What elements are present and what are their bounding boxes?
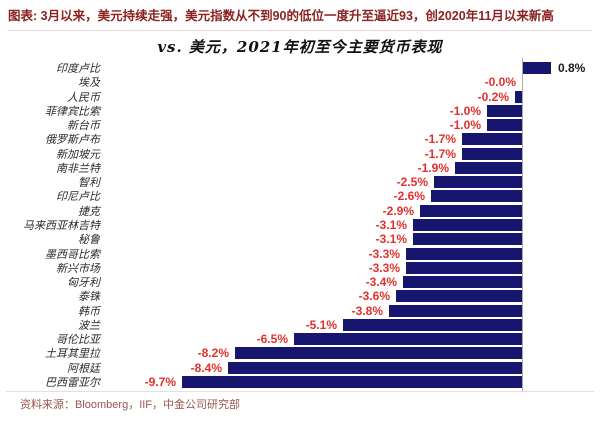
bar-row: 墨西哥比索 -3.3%: [0, 247, 600, 261]
value-label: -2.9%: [382, 203, 414, 218]
category-label: 匈牙利: [67, 276, 100, 290]
bar-row: 泰铢 -3.6%: [0, 289, 600, 303]
category-label: 新台币: [67, 119, 100, 133]
category-label: 阿根廷: [67, 361, 100, 375]
value-label: -0.2%: [477, 89, 509, 104]
bar-row: 新加坡元 -1.7%: [0, 147, 600, 161]
bar-row: 人民币 -0.2%: [0, 90, 600, 104]
category-label: 哥伦比亚: [56, 333, 100, 347]
bar-row: 马来西亚林吉特 -3.1%: [0, 218, 600, 232]
bar: [455, 161, 522, 174]
category-label: 土耳其里拉: [45, 347, 100, 361]
value-label: -3.8%: [351, 303, 383, 318]
bar-row: 韩币 -3.8%: [0, 304, 600, 318]
category-label: 墨西哥比索: [45, 247, 100, 261]
bar-row: 印度卢比 0.8%: [0, 61, 600, 75]
bar-row: 巴西雷亚尔 -9.7%: [0, 375, 600, 389]
value-label: -8.2%: [197, 346, 229, 361]
bar-row: 秘鲁 -3.1%: [0, 232, 600, 246]
bar: [294, 333, 522, 346]
value-label: -3.3%: [368, 246, 400, 261]
bar: [413, 233, 522, 246]
value-label: -3.1%: [375, 232, 407, 247]
zero-axis-line: [522, 58, 523, 391]
bar-row: 土耳其里拉 -8.2%: [0, 346, 600, 360]
category-label: 新兴市场: [56, 261, 100, 275]
category-label: 巴西雷亚尔: [45, 375, 100, 389]
bar: [396, 290, 522, 303]
bar: [343, 318, 522, 331]
bar-row: 新台币 -1.0%: [0, 118, 600, 132]
value-label: -3.1%: [375, 217, 407, 232]
bar-row: 埃及 -0.0%: [0, 75, 600, 89]
category-label: 人民币: [67, 90, 100, 104]
bar-row: 阿根廷 -8.4%: [0, 361, 600, 375]
value-label: 0.8%: [558, 61, 586, 75]
bar: [431, 190, 522, 203]
category-label: 马来西亚林吉特: [23, 218, 100, 232]
bar: [487, 119, 522, 132]
value-label: -6.5%: [256, 332, 288, 347]
value-label: -3.3%: [368, 260, 400, 275]
category-label: 泰铢: [78, 290, 100, 304]
bar: [434, 176, 522, 189]
bar: [523, 62, 551, 74]
bar-row: 菲律宾比索 -1.0%: [0, 104, 600, 118]
bar: [406, 247, 522, 260]
bar: [182, 375, 522, 388]
bar: [389, 304, 522, 317]
category-label: 菲律宾比索: [45, 104, 100, 118]
category-label: 智利: [78, 176, 100, 190]
bar-row: 智利 -2.5%: [0, 175, 600, 189]
category-label: 波兰: [78, 318, 100, 332]
bar: [420, 204, 522, 217]
footer-divider: [6, 391, 594, 392]
value-label: -2.5%: [396, 175, 428, 190]
category-label: 韩币: [78, 304, 100, 318]
value-label: -1.0%: [449, 103, 481, 118]
value-label: -8.4%: [190, 360, 222, 375]
value-label: -5.1%: [305, 317, 337, 332]
bar: [413, 218, 522, 231]
bar-row: 捷克 -2.9%: [0, 204, 600, 218]
bar: [403, 276, 522, 289]
bar-chart: 印度卢比 0.8% 埃及 -0.0% 人民币 -0.2% 菲律宾比索 -1.0% 新台币 -1.0…: [0, 58, 600, 391]
value-label: -3.6%: [358, 289, 390, 304]
bar-row: 哥伦比亚 -6.5%: [0, 332, 600, 346]
bar: [515, 90, 522, 103]
bar-row: 南非兰特 -1.9%: [0, 161, 600, 175]
value-label: -3.4%: [365, 275, 397, 290]
header-divider: [8, 30, 592, 31]
bar: [228, 361, 522, 374]
figure-caption: 图表: 3月以来，美元持续走强，美元指数从不到90的低位一度升至逼近93，创20…: [8, 9, 554, 23]
value-label: -2.6%: [393, 189, 425, 204]
category-label: 埃及: [78, 76, 100, 90]
category-label: 印尼卢比: [56, 190, 100, 204]
value-label: -9.7%: [144, 374, 176, 389]
value-label: -1.9%: [417, 160, 449, 175]
chart-title: vs. 美元，2021年初至今主要货币表现: [157, 38, 443, 56]
category-label: 俄罗斯卢布: [45, 133, 100, 147]
source-note: 资料来源：Bloomberg，IIF，中金公司研究部: [20, 399, 241, 411]
bar: [487, 104, 522, 117]
bar: [462, 133, 522, 146]
bar-row: 波兰 -5.1%: [0, 318, 600, 332]
value-label: -1.7%: [424, 132, 456, 147]
category-label: 新加坡元: [56, 147, 100, 161]
category-label: 捷克: [78, 204, 100, 218]
bar: [462, 147, 522, 160]
category-label: 南非兰特: [56, 161, 100, 175]
category-label: 秘鲁: [78, 233, 100, 247]
category-label: 印度卢比: [56, 62, 100, 75]
value-label: -0.0%: [484, 75, 516, 90]
bar-row: 匈牙利 -3.4%: [0, 275, 600, 289]
value-label: -1.0%: [449, 118, 481, 133]
bar-row: 印尼卢比 -2.6%: [0, 189, 600, 203]
bar: [235, 347, 522, 360]
bar-row: 新兴市场 -3.3%: [0, 261, 600, 275]
bar: [406, 261, 522, 274]
value-label: -1.7%: [424, 146, 456, 161]
bar-row: 俄罗斯卢布 -1.7%: [0, 132, 600, 146]
